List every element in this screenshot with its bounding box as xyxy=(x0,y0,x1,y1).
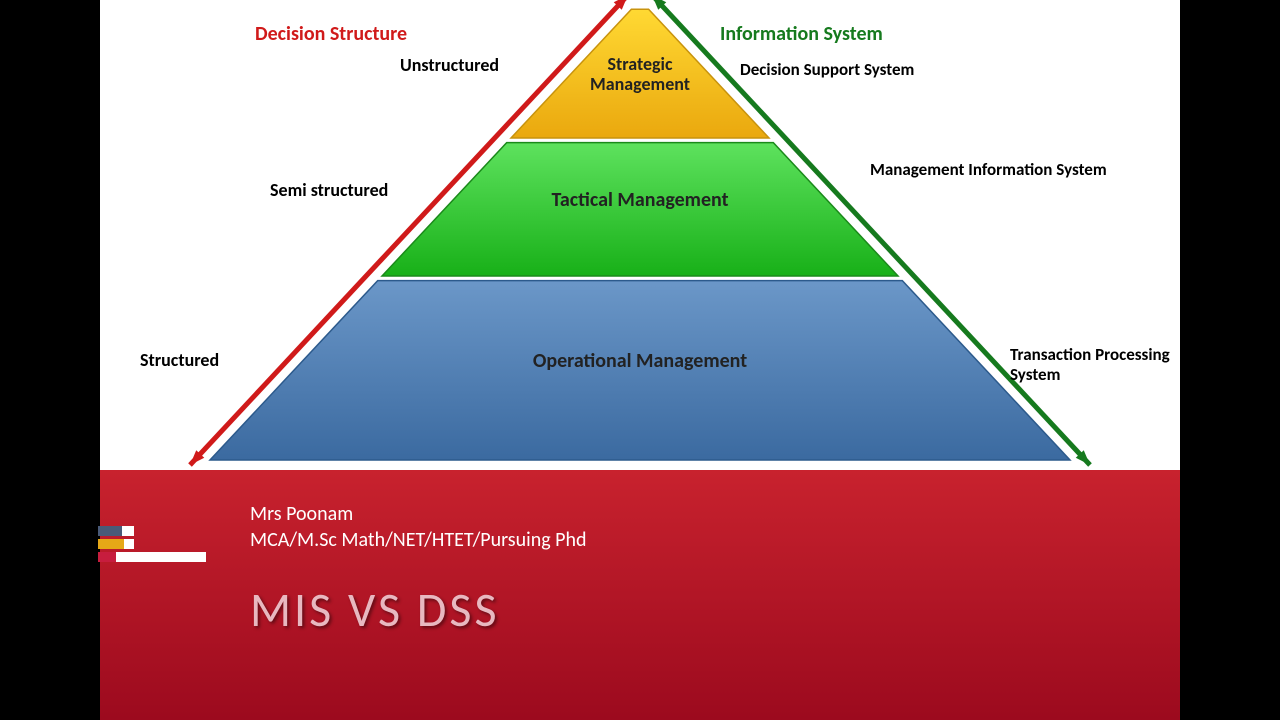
left-axis-header: Decision Structure xyxy=(255,22,407,46)
content-area: Decision Structure Information System Un… xyxy=(100,0,1180,720)
side-bar-row-0 xyxy=(98,526,218,536)
tier-label-0: StrategicManagement xyxy=(540,54,740,95)
left-labels-2: Structured xyxy=(140,350,280,372)
right-labels-1: Management Information System xyxy=(870,160,1130,180)
tier-label-1: Tactical Management xyxy=(440,189,840,212)
side-bars xyxy=(98,526,218,565)
slide-title: MIS VS DSS xyxy=(250,580,1180,639)
right-labels-0: Decision Support System xyxy=(740,60,1040,80)
author-name: Mrs Poonam xyxy=(250,502,1180,526)
right-axis-header: Information System xyxy=(720,22,883,46)
right-labels-2: Transaction Processing System xyxy=(1010,345,1210,386)
pyramid-diagram: Decision Structure Information System Un… xyxy=(100,0,1180,470)
tier-label-2: Operational Management xyxy=(440,350,840,373)
title-panel: Mrs Poonam MCA/M.Sc Math/NET/HTET/Pursui… xyxy=(100,470,1180,720)
side-bar-row-1 xyxy=(98,539,218,549)
author-credentials: MCA/M.Sc Math/NET/HTET/Pursuing Phd xyxy=(250,528,1180,552)
side-bar-row-2 xyxy=(98,552,218,562)
left-labels-1: Semi structured xyxy=(270,180,460,202)
